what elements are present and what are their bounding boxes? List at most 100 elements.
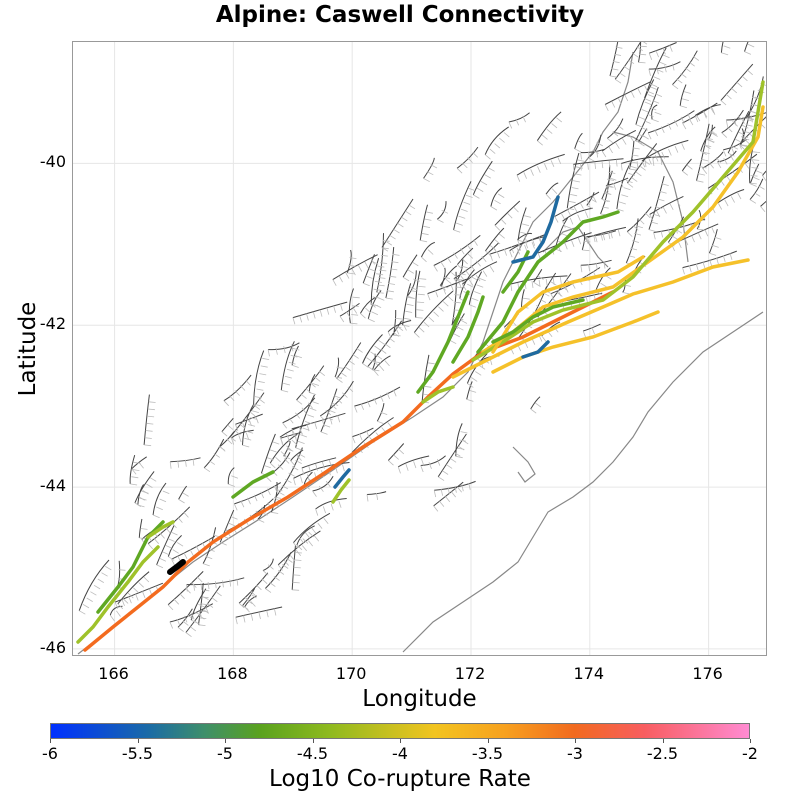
subsection-marker: [376, 273, 384, 276]
subsection-marker: [602, 233, 606, 241]
subsection-marker: [200, 610, 208, 613]
subsection-marker: [302, 427, 310, 431]
subsection-marker: [286, 448, 294, 452]
fault-green-2: [491, 298, 585, 344]
subsection-marker: [716, 257, 719, 265]
subsection-marker: [728, 152, 735, 157]
subsection-marker: [403, 317, 411, 320]
background-fault: [143, 394, 150, 445]
colorbar-label: Log10 Co-rupture Rate: [269, 766, 531, 792]
subsection-marker: [660, 126, 665, 133]
background-fault: [517, 232, 533, 240]
background-fault: [269, 433, 298, 464]
subsection-marker: [648, 157, 652, 165]
subsection-marker: [643, 84, 648, 92]
subsection-marker: [697, 232, 702, 240]
subsection-marker: [664, 65, 667, 73]
subsection-marker: [724, 199, 729, 207]
subsection-marker: [289, 554, 295, 561]
colorbar-tick-mark: [137, 739, 139, 743]
subsection-marker: [278, 491, 285, 496]
subsection-marker: [654, 129, 659, 137]
subsection-marker: [729, 154, 734, 161]
subsection-marker: [275, 347, 278, 355]
subsection-marker: [454, 294, 462, 296]
subsection-marker: [392, 253, 400, 256]
subsection-marker: [295, 447, 303, 451]
background-fault: [352, 427, 374, 438]
subsection-marker: [622, 292, 630, 295]
subsection-marker: [701, 158, 709, 162]
subsection-marker: [454, 485, 457, 493]
subsection-marker: [336, 398, 343, 404]
subsection-marker: [227, 424, 234, 430]
subsection-marker: [489, 244, 496, 251]
subsection-marker: [417, 293, 425, 296]
subsection-marker: [308, 465, 312, 473]
subsection-marker: [630, 161, 638, 164]
background-fault: [484, 126, 509, 155]
subsection-marker: [659, 61, 667, 66]
subsection-marker: [242, 444, 250, 448]
subsection-marker: [337, 415, 341, 423]
colorbar-tick-label: -6: [42, 744, 58, 763]
subsection-marker: [362, 363, 369, 368]
subsection-marker: [440, 260, 445, 268]
subsection-marker: [407, 296, 415, 299]
subsection-marker: [249, 417, 258, 420]
subsection-marker: [723, 45, 731, 49]
subsection-marker: [301, 407, 307, 414]
x-tick-label: 168: [217, 664, 248, 683]
subsection-marker: [490, 206, 498, 211]
subsection-marker: [405, 310, 413, 313]
subsection-marker: [552, 277, 555, 285]
subsection-marker: [202, 563, 210, 567]
subsection-marker: [255, 416, 259, 424]
subsection-marker: [149, 477, 157, 482]
subsection-marker: [234, 430, 241, 436]
subsection-marker: [207, 582, 210, 590]
subsection-marker: [412, 261, 419, 267]
subsection-marker: [510, 246, 514, 254]
subsection-marker: [672, 63, 675, 71]
subsection-marker: [537, 275, 544, 280]
subsection-marker: [284, 375, 292, 379]
subsection-marker: [360, 403, 364, 410]
subsection-marker: [367, 400, 371, 408]
subsection-marker: [388, 337, 395, 343]
subsection-marker: [308, 531, 315, 538]
subsection-marker: [464, 269, 470, 276]
subsection-marker: [171, 559, 176, 566]
subsection-marker: [617, 97, 622, 105]
subsection-marker: [419, 278, 427, 280]
subsection-marker: [455, 455, 463, 459]
subsection-marker: [231, 437, 235, 445]
background-fault: [219, 431, 235, 447]
x-tick-label: 170: [335, 664, 367, 683]
subsection-marker: [522, 297, 530, 300]
subsection-marker: [368, 318, 375, 323]
subsection-marker: [275, 457, 281, 463]
subsection-marker: [244, 596, 251, 603]
subsection-marker: [601, 161, 604, 169]
subsection-marker: [146, 483, 153, 488]
background-fault: [720, 63, 754, 101]
subsection-marker: [601, 150, 607, 158]
subsection-marker: [200, 582, 203, 590]
subsection-marker: [610, 231, 613, 239]
subsection-marker: [428, 462, 432, 469]
subsection-marker: [496, 251, 500, 259]
subsection-marker: [730, 196, 735, 203]
wairau-fault-trace: [471, 80, 765, 362]
background-fault: [397, 455, 430, 468]
subsection-marker: [253, 494, 258, 502]
subsection-marker: [641, 127, 648, 131]
subsection-marker: [302, 538, 309, 544]
subsection-marker: [101, 572, 108, 577]
subsection-marker: [652, 148, 659, 154]
subsection-marker: [288, 472, 295, 477]
subsection-marker: [606, 184, 614, 188]
background-fault: [332, 254, 378, 281]
subsection-marker: [428, 316, 435, 323]
subsection-marker: [703, 110, 708, 118]
